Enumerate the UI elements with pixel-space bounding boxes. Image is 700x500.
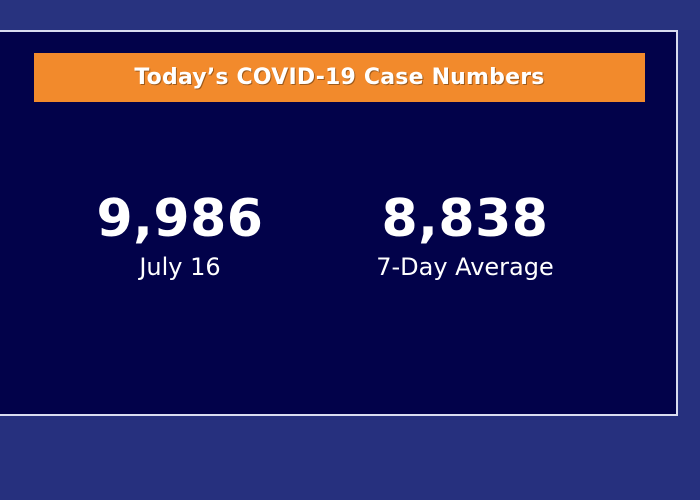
daily-cases-label: July 16: [139, 253, 221, 281]
banner-title: Today’s COVID-19 Case Numbers: [134, 65, 545, 90]
daily-cases-stat: 9,986 July 16: [80, 188, 280, 282]
seven-day-average-value: 8,838: [381, 189, 549, 249]
seven-day-average-stat: 8,838 7-Day Average: [345, 188, 585, 282]
seven-day-average-label: 7-Day Average: [376, 253, 554, 281]
top-background-band: [0, 0, 700, 30]
daily-cases-value: 9,986: [96, 189, 264, 249]
title-banner: Today’s COVID-19 Case Numbers: [34, 53, 645, 102]
